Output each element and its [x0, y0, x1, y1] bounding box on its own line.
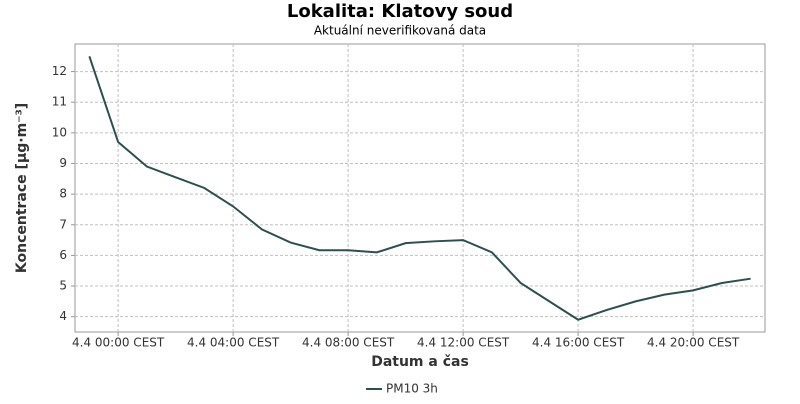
chart-title: Lokalita: Klatovy soud	[287, 1, 513, 22]
legend-label: PM10 3h	[386, 382, 438, 396]
chart-subtitle: Aktuální neverifikovaná data	[314, 24, 486, 38]
x-axis-label: Datum a čas	[371, 354, 469, 370]
x-tick-label: 4.4 12:00 CEST	[417, 336, 510, 350]
y-tick-label: 4	[59, 309, 67, 323]
y-tick-label: 11	[52, 95, 67, 109]
data-line	[88, 55, 751, 321]
y-tick-label: 9	[59, 156, 67, 170]
x-tick-label: 4.4 00:00 CEST	[72, 336, 165, 350]
x-tick-label: 4.4 08:00 CEST	[302, 336, 395, 350]
x-tick-label: 4.4 16:00 CEST	[532, 336, 625, 350]
y-tick-label: 7	[59, 217, 67, 231]
y-tick-label: 5	[59, 279, 67, 293]
y-tick-label: 12	[52, 64, 67, 78]
y-axis-label: Koncentrace [µg·m⁻³]	[14, 103, 30, 273]
y-tick-label: 6	[59, 248, 67, 262]
y-tick-label: 8	[59, 187, 67, 201]
plot-area	[74, 43, 766, 333]
y-tick-label: 10	[52, 125, 67, 139]
x-tick-label: 4.4 04:00 CEST	[187, 336, 280, 350]
x-tick-label: 4.4 20:00 CEST	[647, 336, 740, 350]
